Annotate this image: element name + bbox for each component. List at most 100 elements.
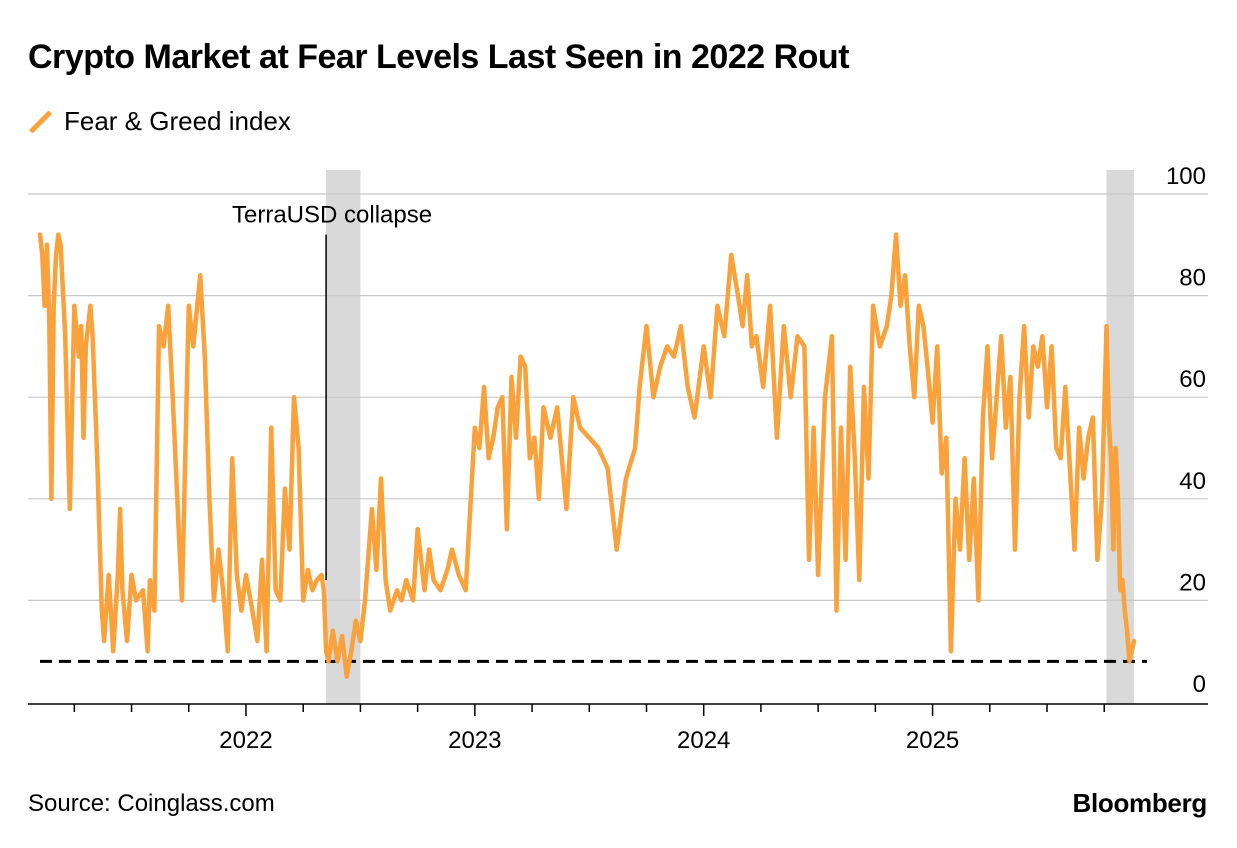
data-point [487, 456, 491, 460]
data-point [802, 344, 806, 348]
y-tick-label-20: 20 [1179, 569, 1206, 596]
data-point [111, 649, 115, 653]
data-point [171, 395, 175, 399]
data-point [249, 598, 253, 602]
data-point [207, 497, 211, 501]
data-point [306, 568, 310, 572]
data-point [59, 243, 63, 247]
data-point [1040, 334, 1044, 338]
data-point [77, 355, 81, 359]
data-point [107, 573, 111, 577]
data-point [1072, 548, 1076, 552]
data-point [899, 304, 903, 308]
data-point [340, 634, 344, 638]
data-point [807, 558, 811, 562]
data-point [40, 253, 44, 257]
data-point [1121, 578, 1125, 582]
data-point [278, 598, 282, 602]
data-point [260, 558, 264, 562]
data-point [162, 344, 166, 348]
data-point [450, 548, 454, 552]
data-point [134, 598, 138, 602]
data-point [528, 456, 532, 460]
data-point [404, 578, 408, 582]
data-point [931, 421, 935, 425]
y-tick-label-80: 80 [1179, 265, 1206, 292]
data-point [935, 344, 939, 348]
data-point [715, 304, 719, 308]
data-point [912, 395, 916, 399]
data-point [571, 395, 575, 399]
data-point [427, 548, 431, 552]
data-point [363, 598, 367, 602]
line-chart: 0 20 40 60 80 100 TerraUSD collapse 2022 2023 202… [28, 163, 1208, 754]
data-point [384, 578, 388, 582]
data-point [445, 568, 449, 572]
data-point [374, 568, 378, 572]
data-point [265, 649, 269, 653]
data-point [166, 304, 170, 308]
data-point [578, 426, 582, 430]
data-point [491, 436, 495, 440]
data-point [782, 324, 786, 328]
data-point [274, 588, 278, 592]
data-point [301, 598, 305, 602]
data-point [1077, 426, 1081, 430]
data-point [736, 294, 740, 298]
data-point [1050, 344, 1054, 348]
data-point [141, 588, 145, 592]
data-point [789, 395, 793, 399]
data-point [1008, 375, 1012, 379]
bloomberg-logo: Bloomberg [1072, 788, 1207, 818]
data-point [379, 476, 383, 480]
data-point [180, 598, 184, 602]
data-point [940, 471, 944, 475]
data-point [537, 497, 541, 501]
data-point [118, 507, 122, 511]
data-point [1125, 629, 1129, 633]
data-point [212, 598, 216, 602]
data-point [615, 548, 619, 552]
x-tick-label-2023: 2023 [448, 727, 501, 754]
data-point [834, 609, 838, 613]
data-point [464, 588, 468, 592]
data-point [1063, 385, 1067, 389]
data-point [1095, 558, 1099, 562]
data-point [198, 273, 202, 277]
data-point [326, 659, 330, 663]
data-point [400, 598, 404, 602]
data-point [638, 385, 642, 389]
data-point [990, 456, 994, 460]
data-point [796, 334, 800, 338]
data-point [972, 476, 976, 480]
data-point [564, 507, 568, 511]
data-point [606, 466, 610, 470]
data-point [45, 243, 49, 247]
data-point [255, 639, 259, 643]
data-point [473, 426, 477, 430]
data-point [411, 598, 415, 602]
data-point [175, 497, 179, 501]
data-point [672, 355, 676, 359]
data-point [43, 304, 47, 308]
data-point [823, 395, 827, 399]
y-tick-label-100: 100 [1166, 163, 1206, 190]
data-point [358, 639, 362, 643]
data-point [477, 446, 481, 450]
data-point [226, 649, 230, 653]
data-point [862, 385, 866, 389]
data-point [885, 324, 889, 328]
data-point [269, 426, 273, 430]
data-point [54, 253, 58, 257]
data-point [917, 304, 921, 308]
data-point [91, 334, 95, 338]
data-point [693, 416, 697, 420]
data-point [52, 304, 56, 308]
data-point [844, 558, 848, 562]
data-point [665, 344, 669, 348]
data-point [324, 649, 328, 653]
data-point [999, 334, 1003, 338]
x-tick-label-2022: 2022 [219, 727, 272, 754]
data-point [116, 573, 120, 577]
data-point [88, 304, 92, 308]
